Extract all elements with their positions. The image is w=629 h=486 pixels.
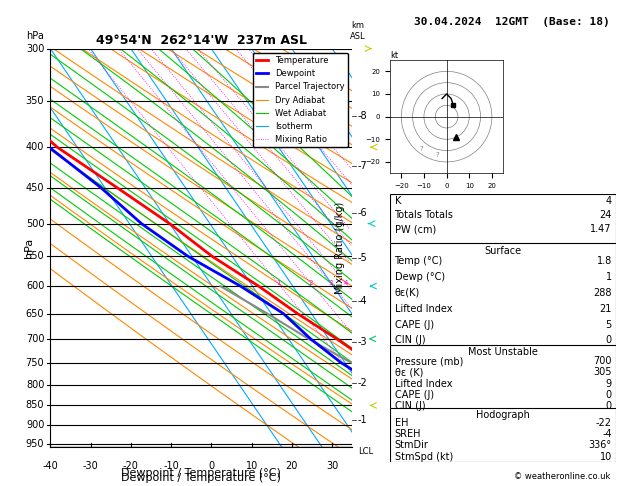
Text: 650: 650 (26, 309, 44, 318)
Text: 9: 9 (606, 379, 612, 388)
Text: 1: 1 (276, 280, 281, 286)
Text: 288: 288 (593, 288, 612, 298)
Text: 400: 400 (26, 142, 44, 152)
Text: -8: -8 (358, 111, 367, 121)
Text: -4: -4 (358, 296, 367, 306)
Text: 800: 800 (26, 380, 44, 390)
Text: Surface: Surface (484, 246, 522, 256)
Text: Dewp (°C): Dewp (°C) (394, 272, 445, 282)
Text: © weatheronline.co.uk: © weatheronline.co.uk (514, 472, 610, 481)
Text: 5: 5 (606, 320, 612, 330)
Text: Lifted Index: Lifted Index (394, 379, 452, 388)
Text: -6: -6 (358, 208, 367, 218)
Text: Dewpoint / Temperature (°C): Dewpoint / Temperature (°C) (121, 473, 281, 483)
Text: -7: -7 (358, 160, 368, 171)
Text: 1.47: 1.47 (591, 224, 612, 234)
Text: -3: -3 (358, 337, 367, 347)
Text: -2: -2 (358, 378, 368, 387)
Text: 850: 850 (26, 400, 44, 410)
Text: 4: 4 (606, 196, 612, 207)
Text: hPa: hPa (26, 31, 44, 41)
Title: 49°54'N  262°14'W  237m ASL: 49°54'N 262°14'W 237m ASL (96, 35, 307, 48)
X-axis label: Dewpoint / Temperature (°C): Dewpoint / Temperature (°C) (121, 468, 281, 478)
Text: CIN (J): CIN (J) (394, 400, 425, 411)
Text: CAPE (J): CAPE (J) (394, 390, 433, 399)
Text: CAPE (J): CAPE (J) (394, 320, 433, 330)
Text: 450: 450 (26, 183, 44, 192)
Text: StmDir: StmDir (394, 440, 428, 451)
Legend: Temperature, Dewpoint, Parcel Trajectory, Dry Adiabat, Wet Adiabat, Isotherm, Mi: Temperature, Dewpoint, Parcel Trajectory… (253, 53, 348, 147)
Text: 300: 300 (26, 44, 44, 53)
Text: StmSpd (kt): StmSpd (kt) (394, 451, 453, 462)
Text: 10: 10 (599, 451, 612, 462)
Text: -40: -40 (42, 461, 58, 471)
Text: 700: 700 (26, 334, 44, 344)
Text: hPa: hPa (24, 238, 34, 258)
Text: 550: 550 (26, 251, 44, 261)
Text: -22: -22 (596, 418, 612, 428)
Text: 1.8: 1.8 (597, 256, 612, 266)
Text: θε(K): θε(K) (394, 288, 420, 298)
Text: Mixing Ratio (g/kg): Mixing Ratio (g/kg) (335, 202, 345, 294)
Text: 24: 24 (599, 210, 612, 220)
Text: 2: 2 (308, 280, 313, 286)
Text: 350: 350 (26, 96, 44, 106)
Text: -4: -4 (602, 429, 612, 439)
Text: kt: kt (390, 51, 398, 60)
Text: 10: 10 (245, 461, 258, 471)
Text: SREH: SREH (394, 429, 421, 439)
Text: 20: 20 (286, 461, 298, 471)
Text: 21: 21 (599, 304, 612, 314)
Text: Most Unstable: Most Unstable (468, 347, 538, 357)
Text: 0: 0 (208, 461, 214, 471)
Text: 4: 4 (343, 280, 348, 286)
Text: -20: -20 (123, 461, 139, 471)
Text: 0: 0 (606, 335, 612, 346)
Text: 950: 950 (26, 438, 44, 449)
Text: km
ASL: km ASL (350, 21, 365, 41)
Text: 700: 700 (593, 356, 612, 366)
Text: 500: 500 (26, 219, 44, 228)
Text: LCL: LCL (358, 447, 373, 456)
Text: -1: -1 (358, 415, 367, 425)
Text: Temp (°C): Temp (°C) (394, 256, 443, 266)
Text: -10: -10 (163, 461, 179, 471)
Text: -30: -30 (82, 461, 99, 471)
Text: Lifted Index: Lifted Index (394, 304, 452, 314)
Text: 750: 750 (26, 358, 44, 367)
Text: 1: 1 (606, 272, 612, 282)
Text: 0: 0 (606, 400, 612, 411)
Text: Pressure (mb): Pressure (mb) (394, 356, 463, 366)
Text: PW (cm): PW (cm) (394, 224, 436, 234)
Text: ?: ? (420, 146, 423, 152)
Text: Totals Totals: Totals Totals (394, 210, 454, 220)
Text: 900: 900 (26, 420, 44, 430)
Text: 336°: 336° (589, 440, 612, 451)
Text: CIN (J): CIN (J) (394, 335, 425, 346)
Text: -5: -5 (358, 253, 368, 263)
Text: 305: 305 (593, 367, 612, 378)
Text: K: K (394, 196, 401, 207)
Text: θε (K): θε (K) (394, 367, 423, 378)
Text: 600: 600 (26, 281, 44, 291)
Text: Hodograph: Hodograph (476, 410, 530, 420)
Text: 3: 3 (328, 280, 333, 286)
Text: 0: 0 (606, 390, 612, 399)
Text: ?: ? (435, 153, 439, 158)
Text: 30: 30 (326, 461, 338, 471)
Text: 30.04.2024  12GMT  (Base: 18): 30.04.2024 12GMT (Base: 18) (415, 17, 610, 27)
Text: EH: EH (394, 418, 408, 428)
